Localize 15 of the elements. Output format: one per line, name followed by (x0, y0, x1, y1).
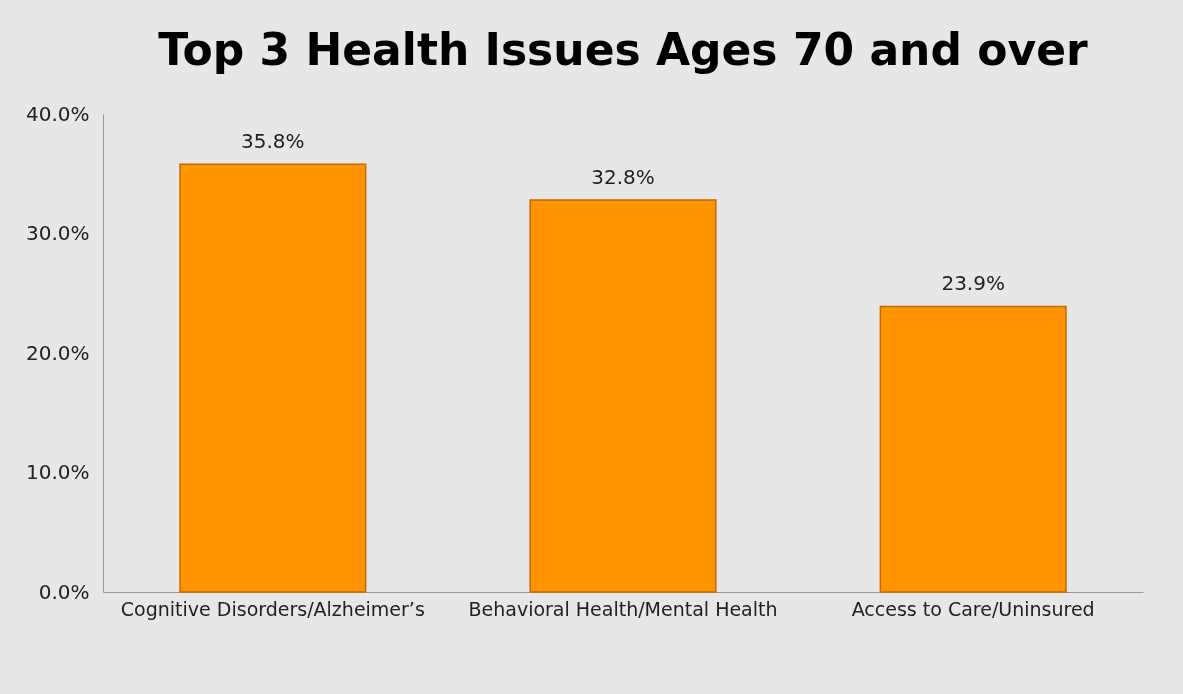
data-label: 32.8% (591, 165, 655, 190)
bar (529, 199, 717, 593)
x-tick-label: Behavioral Health/Mental Health (468, 597, 778, 620)
chart-title: Top 3 Health Issues Ages 70 and over (158, 24, 1088, 75)
data-label: 35.8% (241, 129, 305, 154)
y-tick-label: 0.0% (38, 579, 90, 604)
data-label: 23.9% (941, 271, 1005, 296)
bar (179, 163, 367, 593)
bar (879, 305, 1067, 593)
y-tick-label: 30.0% (25, 221, 90, 245)
y-tick-label: 20.0% (25, 340, 90, 365)
x-tick-label: Cognitive Disorders/Alzheimer’s (120, 597, 425, 620)
y-tick-label: 10.0% (25, 460, 90, 484)
x-tick-label: Access to Care/Uninsured (851, 597, 1095, 620)
y-tick-label: 40.0% (25, 101, 90, 126)
